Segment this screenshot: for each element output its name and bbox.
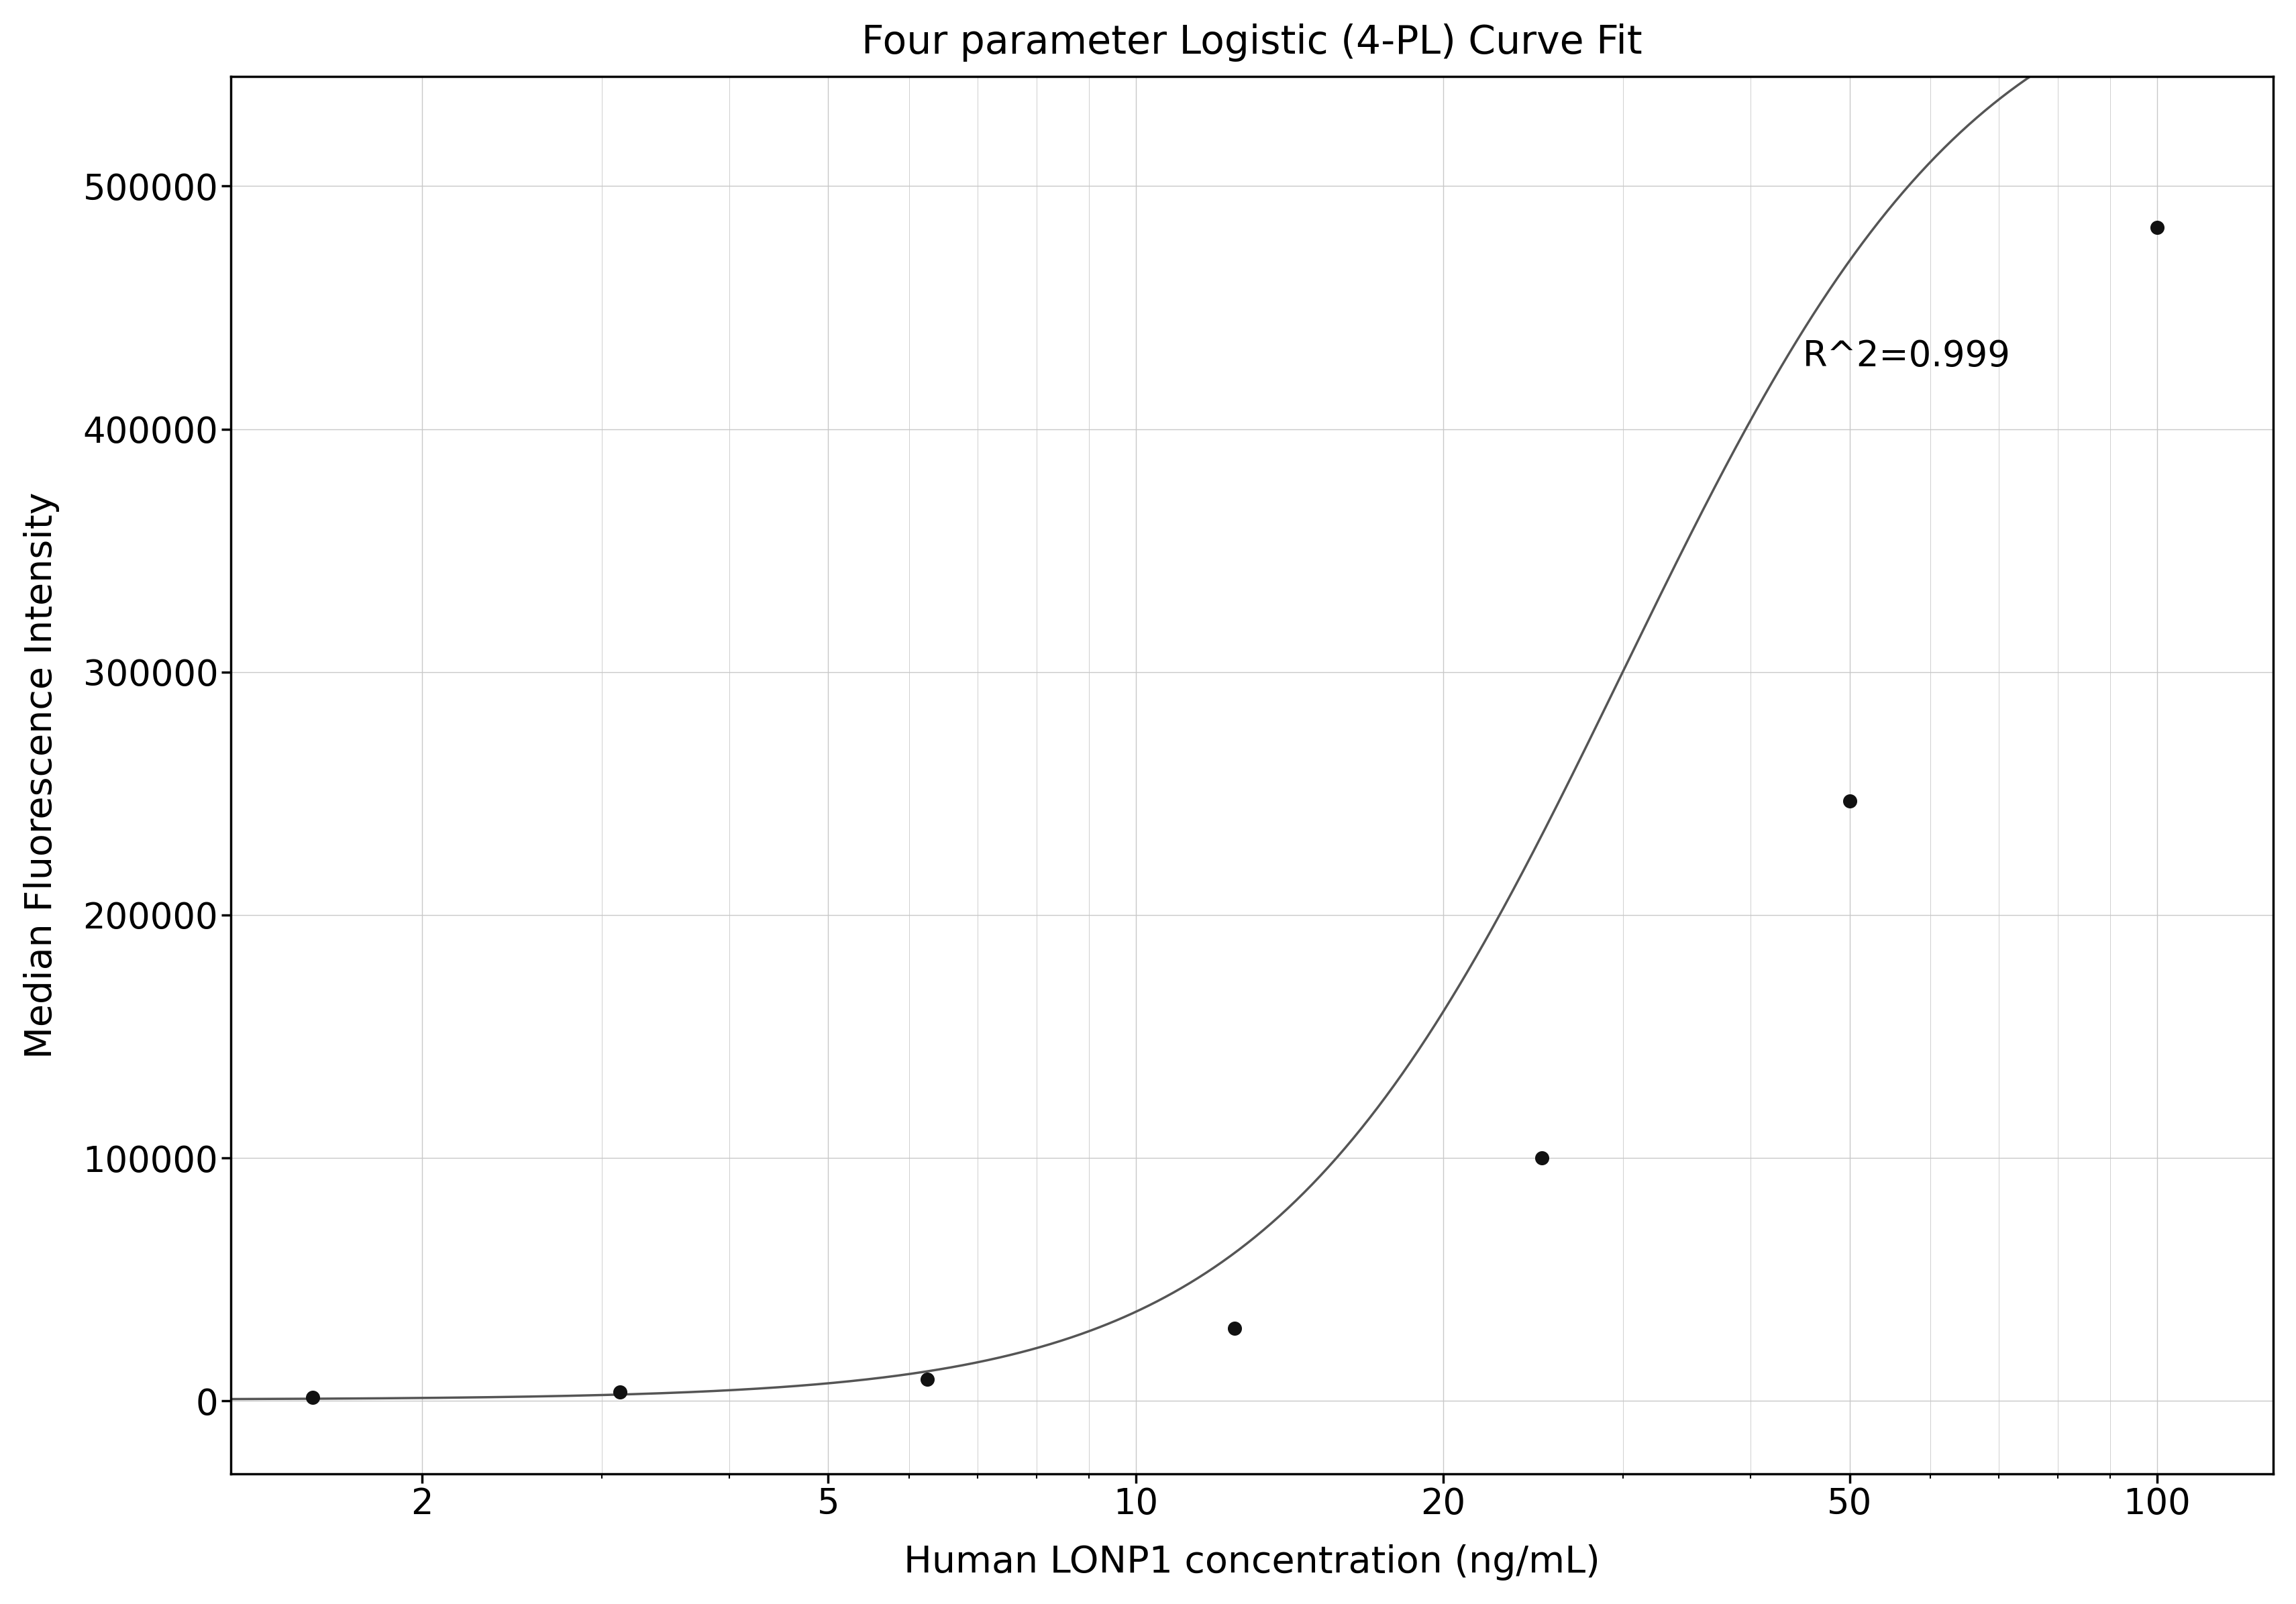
Title: Four parameter Logistic (4-PL) Curve Fit: Four parameter Logistic (4-PL) Curve Fit — [861, 24, 1642, 61]
Point — [2138, 215, 2174, 241]
Y-axis label: Median Fluorescence Intensity: Median Fluorescence Intensity — [23, 492, 60, 1059]
Point — [1522, 1145, 1559, 1171]
X-axis label: Human LONP1 concentration (ng/mL): Human LONP1 concentration (ng/mL) — [905, 1545, 1600, 1580]
Point — [1217, 1315, 1254, 1341]
Point — [602, 1379, 638, 1405]
Point — [1830, 788, 1867, 813]
Text: R^2=0.999: R^2=0.999 — [1802, 338, 2011, 374]
Point — [294, 1384, 331, 1410]
Point — [909, 1367, 946, 1392]
